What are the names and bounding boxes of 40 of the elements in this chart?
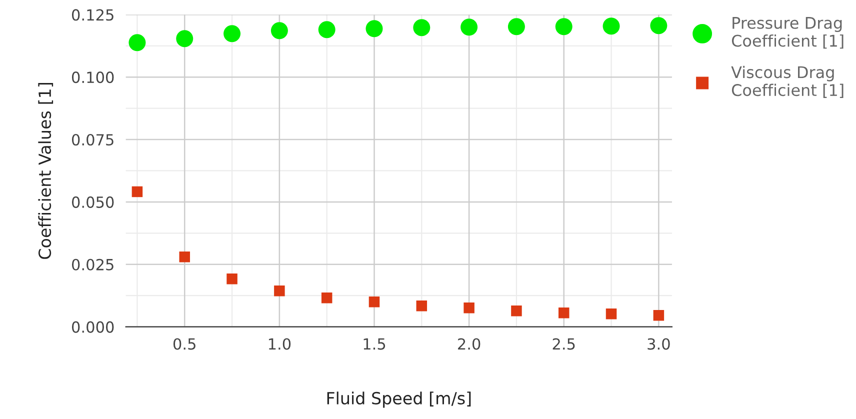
point	[176, 30, 194, 48]
x-tick-label: 1.0	[268, 338, 291, 350]
point	[413, 19, 430, 36]
x-axis-title: Fluid Speed [m/s]	[327, 392, 471, 408]
x-tick-label: 3.0	[648, 338, 670, 350]
legend-label: Viscous Drag Coefficient [1]	[731, 66, 844, 98]
point	[602, 18, 620, 35]
point	[558, 307, 570, 318]
legend-label: Pressure Drag Coefficient [1]	[732, 17, 844, 49]
point	[511, 305, 522, 316]
y-tick-label: 0.025	[72, 258, 114, 270]
x-tick-label: 1.5	[364, 338, 386, 350]
point	[460, 18, 478, 36]
y-tick-label: 0.050	[72, 196, 114, 208]
point	[653, 310, 664, 321]
point	[179, 252, 190, 262]
point	[226, 273, 238, 284]
x-tick-label: 2.5	[552, 338, 575, 350]
point	[321, 292, 332, 304]
y-tick-label: 0.075	[72, 134, 114, 146]
point	[318, 21, 336, 38]
point	[132, 186, 143, 198]
x-tick-label: 0.5	[173, 338, 196, 350]
x-tick-label: 2.0	[458, 338, 480, 350]
y-tick-label: 0.125	[72, 9, 114, 21]
point	[368, 296, 380, 308]
y-axis-title: Coefficient Values [1]	[38, 83, 54, 259]
point	[274, 285, 285, 296]
point	[270, 22, 288, 40]
point	[366, 20, 383, 38]
point	[508, 18, 525, 36]
point	[416, 300, 428, 312]
point	[650, 17, 668, 34]
point	[224, 25, 241, 42]
point	[606, 308, 617, 320]
point	[128, 34, 146, 52]
y-tick-label: 0.000	[72, 321, 114, 333]
point	[555, 18, 572, 36]
y-tick-label: 0.100	[72, 72, 114, 84]
point	[464, 302, 474, 314]
